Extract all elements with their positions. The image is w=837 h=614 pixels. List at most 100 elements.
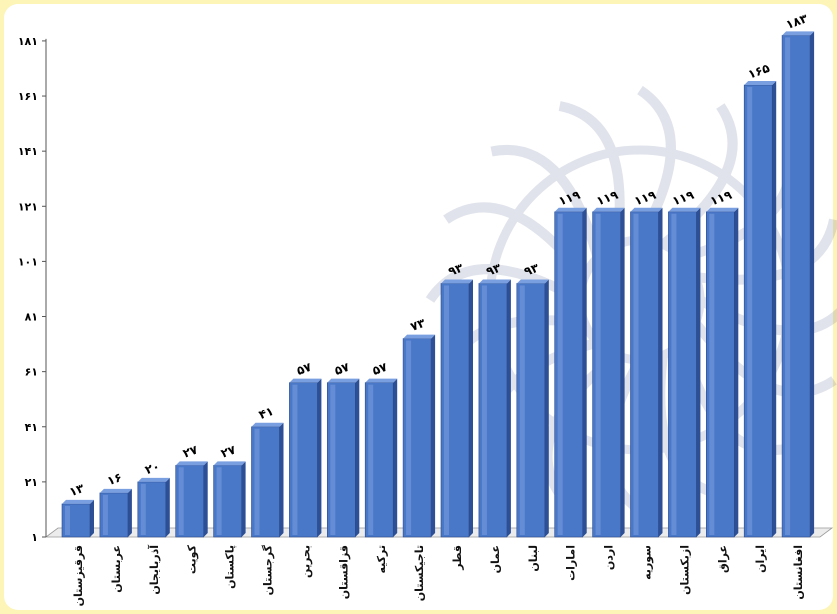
bar-side: [658, 207, 663, 538]
bar-side: [696, 207, 701, 538]
category-label: پاکستان: [224, 545, 237, 589]
bar-highlight: [444, 285, 449, 535]
bar-top: [327, 378, 360, 383]
bar: [326, 378, 360, 538]
bar: [61, 499, 94, 538]
data-label: ۹۳: [446, 260, 465, 278]
y-tick-label: ۱: [31, 531, 38, 544]
bar-side: [469, 279, 473, 537]
category-label: ازبکستان: [678, 545, 691, 595]
bar-side: [620, 207, 625, 538]
bar-highlight: [216, 467, 222, 535]
bar-top: [668, 207, 701, 212]
bar-side: [772, 81, 777, 538]
bar-highlight: [102, 494, 108, 535]
data-label: ۱۸۳: [784, 11, 810, 32]
category-label: قرقیزستان: [72, 545, 85, 606]
bar-highlight: [292, 384, 298, 535]
bar-highlight: [65, 505, 70, 535]
bar-highlight: [671, 213, 677, 536]
category-label: اردن: [603, 545, 616, 570]
data-label: ۱۶: [105, 470, 124, 488]
data-label: ۲۷: [181, 442, 200, 460]
bar-side: [317, 378, 322, 537]
category-label: ترکیه: [375, 545, 388, 574]
category-label: عراق: [716, 545, 729, 573]
bar-highlight: [140, 483, 146, 535]
bar-top: [62, 499, 94, 504]
y-tick-label: ۴۱: [25, 421, 38, 434]
bar: [516, 279, 549, 538]
bar-top: [478, 279, 511, 284]
bar-top: [592, 207, 625, 212]
bar-side: [810, 31, 815, 538]
bar-top: [554, 207, 587, 212]
bar-top: [251, 422, 284, 427]
bar-highlight: [557, 213, 563, 536]
bar-top: [289, 378, 322, 383]
bar-side: [127, 488, 132, 537]
y-tick-label: ۱۶۱: [18, 90, 38, 103]
y-tick-label: ۲۱: [25, 476, 38, 489]
bar: [592, 207, 625, 538]
bar-highlight: [633, 213, 639, 536]
bar-top: [365, 378, 398, 383]
category-label: قزاقستان: [337, 545, 350, 599]
data-label: ۹۳: [484, 260, 503, 278]
bar-side: [582, 207, 587, 538]
bar-highlight: [481, 285, 487, 535]
bar: [289, 378, 322, 538]
bar: [402, 334, 436, 538]
category-label: لبنان: [527, 545, 540, 572]
watermark-petal: [490, 145, 603, 259]
data-label: ۱۳: [67, 481, 86, 499]
y-tick-label: ۱۸۱: [18, 35, 38, 48]
bar-highlight: [595, 213, 601, 536]
bar-highlight: [519, 285, 525, 535]
bar-side: [241, 461, 246, 537]
bar-top: [630, 207, 663, 212]
bar: [440, 279, 473, 538]
bar-side: [506, 279, 511, 537]
category-label: قطر: [451, 545, 464, 571]
bar-highlight: [254, 428, 260, 535]
y-tick-label: ۱۴۱: [18, 145, 38, 158]
category-label: تاجیکستان: [413, 545, 426, 601]
category-label: افغانستان: [792, 545, 805, 600]
bar-top: [516, 279, 549, 284]
data-label: ۲۰: [143, 459, 162, 477]
bar-top: [137, 477, 170, 482]
bar: [213, 461, 246, 538]
bar-side: [393, 378, 398, 537]
bar: [554, 207, 587, 538]
y-tick-label: ۸۱: [25, 311, 38, 324]
bar-side: [734, 207, 739, 538]
y-tick-label: ۶۱: [25, 366, 38, 379]
bar-top: [175, 461, 208, 466]
category-label: امارات: [565, 545, 578, 581]
bar: [478, 279, 511, 538]
category-label: عمان: [489, 545, 502, 573]
data-label: ۴۱: [257, 404, 276, 422]
data-label: ۹۳: [522, 260, 541, 278]
data-label: ۱۶۵: [746, 61, 771, 82]
bar-side: [355, 378, 360, 537]
bar: [668, 207, 701, 538]
bar: [175, 461, 208, 538]
bar-highlight: [709, 213, 715, 536]
bar: [743, 81, 777, 538]
bar-highlight: [406, 340, 412, 535]
bar-side: [279, 422, 284, 537]
data-label: ۵۷: [333, 360, 352, 378]
bar-highlight: [785, 37, 791, 536]
bar-side: [431, 334, 436, 537]
category-label: ایران: [754, 545, 767, 573]
category-label: عربستان: [110, 545, 123, 593]
bar-side: [544, 279, 549, 537]
bar-highlight: [330, 384, 336, 535]
bar-side: [90, 499, 94, 537]
bar-top: [744, 81, 777, 86]
bar-top: [403, 334, 436, 339]
bar-side: [165, 477, 170, 537]
